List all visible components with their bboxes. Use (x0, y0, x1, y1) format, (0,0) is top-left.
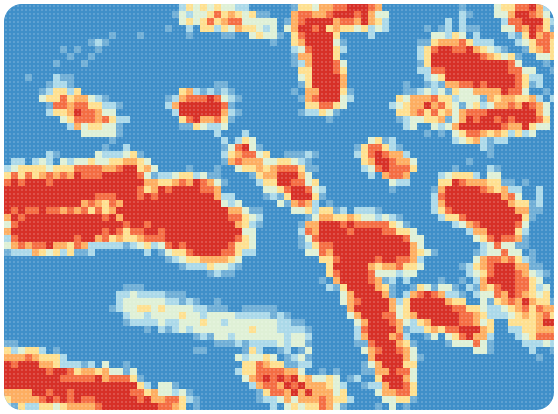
dot-texture (4, 4, 554, 410)
heatmap-frame (4, 4, 554, 410)
heat-cell (550, 4, 554, 11)
heatmap-image (4, 4, 554, 410)
